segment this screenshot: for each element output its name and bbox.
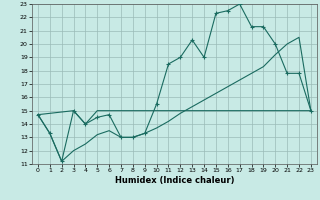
X-axis label: Humidex (Indice chaleur): Humidex (Indice chaleur) <box>115 176 234 185</box>
